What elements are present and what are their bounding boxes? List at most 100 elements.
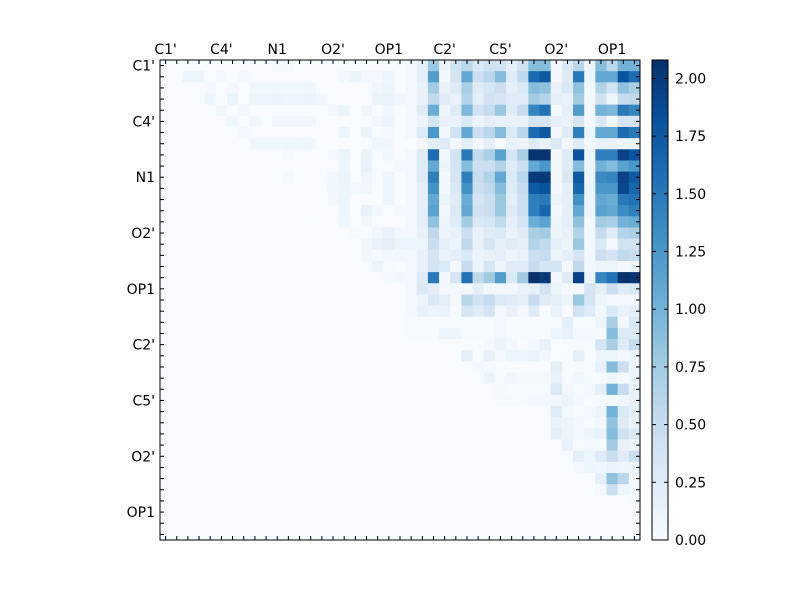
heatmap-cell: [271, 126, 284, 139]
heatmap-cell: [293, 517, 306, 530]
heatmap-cell: [506, 171, 518, 184]
heatmap-cell: [394, 93, 406, 106]
x-tick-label: OP1: [598, 42, 626, 58]
heatmap-cell: [360, 495, 373, 507]
heatmap-cell: [182, 149, 194, 161]
heatmap-cell: [372, 227, 384, 240]
heatmap-cell: [494, 372, 507, 385]
heatmap-cell: [439, 450, 451, 463]
heatmap-cell: [215, 305, 228, 318]
heatmap-cell: [517, 473, 529, 485]
heatmap-cell: [550, 294, 563, 306]
heatmap-cell: [539, 461, 552, 474]
heatmap-cell: [338, 439, 351, 452]
heatmap-cell: [573, 249, 585, 262]
heatmap-cell: [271, 205, 284, 217]
heatmap-cell: [439, 383, 451, 396]
heatmap-cell: [550, 283, 563, 295]
heatmap-cell: [617, 71, 630, 83]
heatmap-cell: [260, 528, 273, 541]
heatmap-cell: [226, 417, 239, 429]
heatmap-cell: [439, 406, 451, 418]
heatmap-cell: [472, 361, 485, 373]
heatmap-cell: [182, 528, 194, 541]
colorbar-tick-label: 1.50: [675, 187, 706, 203]
heatmap-cell: [439, 182, 451, 195]
heatmap-cell: [584, 506, 596, 519]
heatmap-cell: [372, 149, 384, 161]
y-tick-label: OP1: [127, 282, 155, 298]
heatmap-cell: [439, 149, 451, 161]
heatmap-cell: [338, 82, 351, 94]
heatmap-cell: [506, 283, 518, 295]
heatmap-cell: [416, 394, 429, 407]
heatmap-cell: [394, 372, 406, 385]
heatmap-cell: [450, 495, 462, 507]
heatmap-cell: [405, 93, 418, 106]
heatmap-cell: [215, 82, 228, 94]
heatmap-cell: [204, 272, 217, 284]
heatmap-cell: [360, 316, 373, 329]
heatmap-cell: [506, 350, 518, 362]
heatmap-cell: [204, 495, 217, 507]
heatmap-cell: [561, 249, 574, 262]
heatmap-cell: [405, 115, 418, 128]
heatmap-cell: [517, 394, 529, 407]
heatmap-cell: [383, 305, 395, 318]
heatmap-cell: [561, 439, 574, 452]
heatmap-cell: [628, 238, 641, 251]
heatmap-cell: [249, 473, 261, 485]
heatmap-cell: [539, 316, 552, 329]
heatmap-cell: [427, 406, 440, 418]
heatmap-cell: [550, 305, 563, 318]
heatmap-cell: [483, 417, 496, 429]
heatmap-cell: [606, 126, 619, 139]
heatmap-cell: [561, 484, 574, 496]
heatmap-cell: [573, 216, 585, 228]
heatmap-cell: [316, 160, 328, 173]
heatmap-cell: [394, 517, 406, 530]
heatmap-cell: [305, 484, 317, 496]
heatmap-cell: [439, 160, 451, 173]
heatmap-cell: [595, 327, 607, 340]
heatmap-cell: [405, 249, 418, 262]
heatmap-cell: [372, 305, 384, 318]
heatmap-cell: [160, 205, 172, 217]
heatmap-cell: [628, 249, 641, 262]
heatmap-cell: [628, 417, 641, 429]
heatmap-cell: [338, 160, 351, 173]
heatmap-cell: [260, 372, 273, 385]
heatmap-cell: [282, 495, 295, 507]
heatmap-cell: [282, 216, 295, 228]
heatmap-cell: [160, 171, 172, 184]
heatmap-cell: [617, 272, 630, 284]
heatmap-cell: [360, 126, 373, 139]
heatmap-cell: [171, 260, 183, 273]
heatmap-cell: [260, 71, 273, 83]
heatmap-cell: [584, 60, 596, 72]
heatmap-cell: [249, 249, 261, 262]
heatmap-cell: [293, 260, 306, 273]
heatmap-cell: [372, 528, 384, 541]
heatmap-cell: [226, 361, 239, 373]
heatmap-cell: [360, 138, 373, 150]
heatmap-cell: [193, 305, 206, 318]
heatmap-cell: [595, 115, 607, 128]
heatmap-cell: [293, 528, 306, 541]
heatmap-cell: [405, 104, 418, 117]
heatmap-cell: [595, 249, 607, 262]
heatmap-cell: [506, 327, 518, 340]
heatmap-cell: [338, 305, 351, 318]
heatmap-cell: [450, 506, 462, 519]
heatmap-cell: [472, 283, 485, 295]
heatmap-cell: [193, 372, 206, 385]
heatmap-cell: [494, 484, 507, 496]
heatmap-cell: [539, 294, 552, 306]
heatmap-cell: [282, 182, 295, 195]
heatmap-cell: [461, 417, 473, 429]
heatmap-cell: [215, 361, 228, 373]
heatmap-cell: [182, 339, 194, 351]
heatmap-cell: [193, 406, 206, 418]
heatmap-cell: [628, 71, 641, 83]
heatmap-cell: [249, 60, 261, 72]
